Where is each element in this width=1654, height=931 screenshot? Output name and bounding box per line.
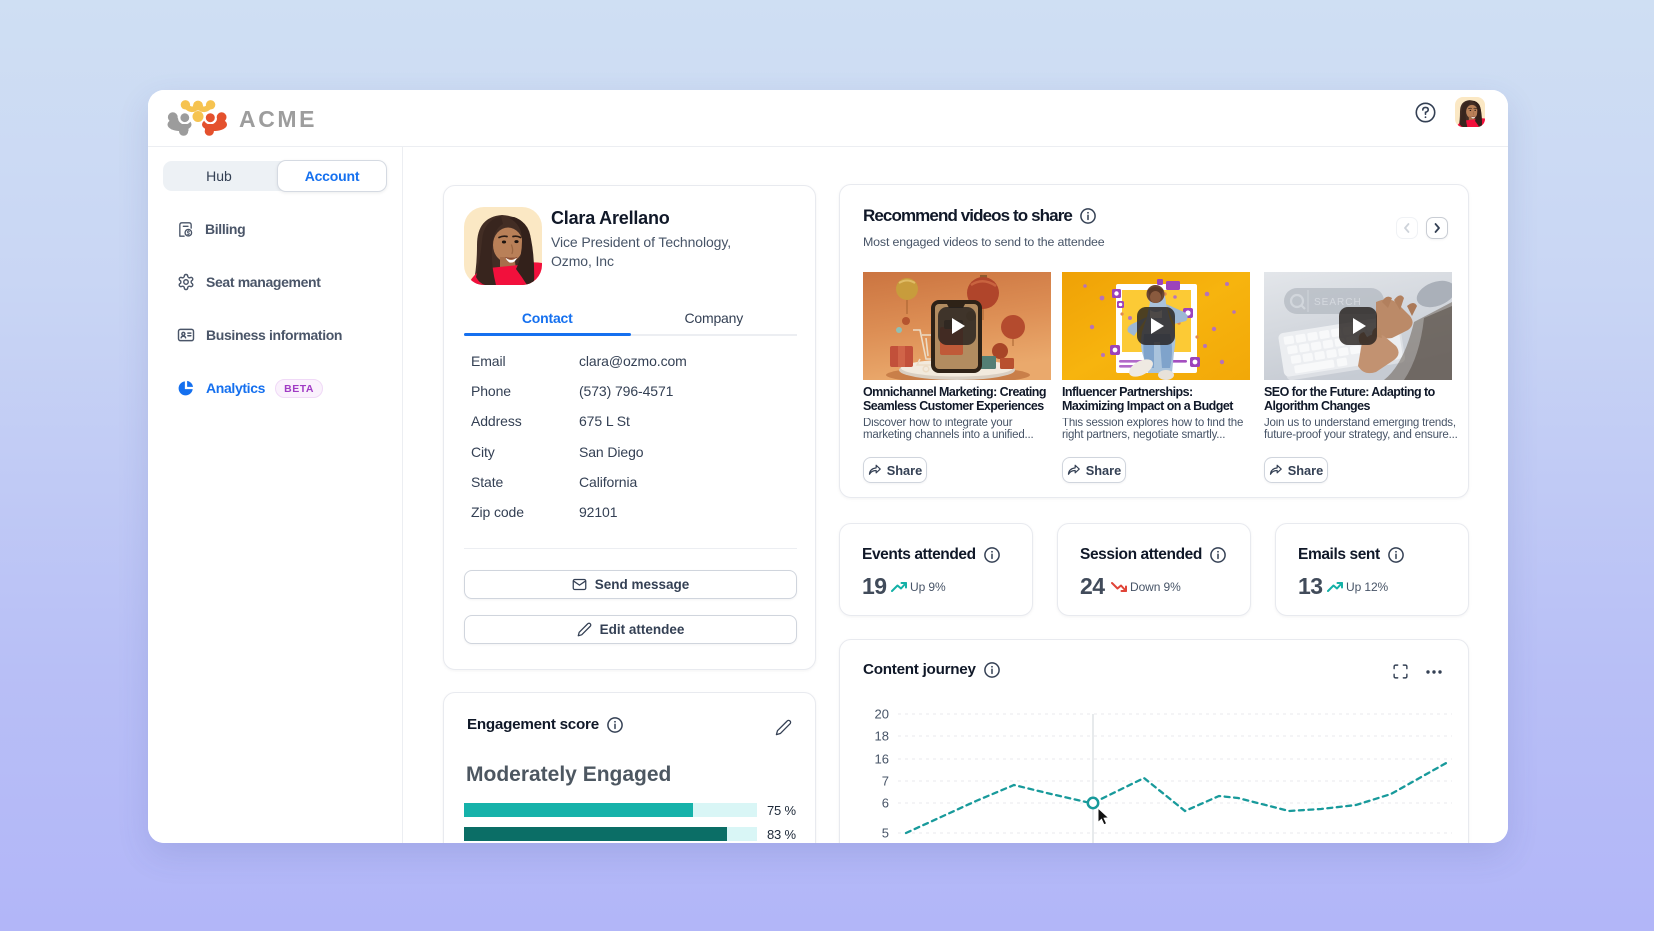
- svg-text:5: 5: [882, 826, 889, 841]
- svg-text:SEARCH: SEARCH: [1314, 297, 1362, 308]
- svg-text:18: 18: [875, 729, 889, 744]
- svg-text:20: 20: [875, 707, 889, 722]
- svg-text:7: 7: [882, 774, 889, 789]
- svg-text:6: 6: [882, 796, 889, 811]
- svg-text:16: 16: [875, 752, 889, 767]
